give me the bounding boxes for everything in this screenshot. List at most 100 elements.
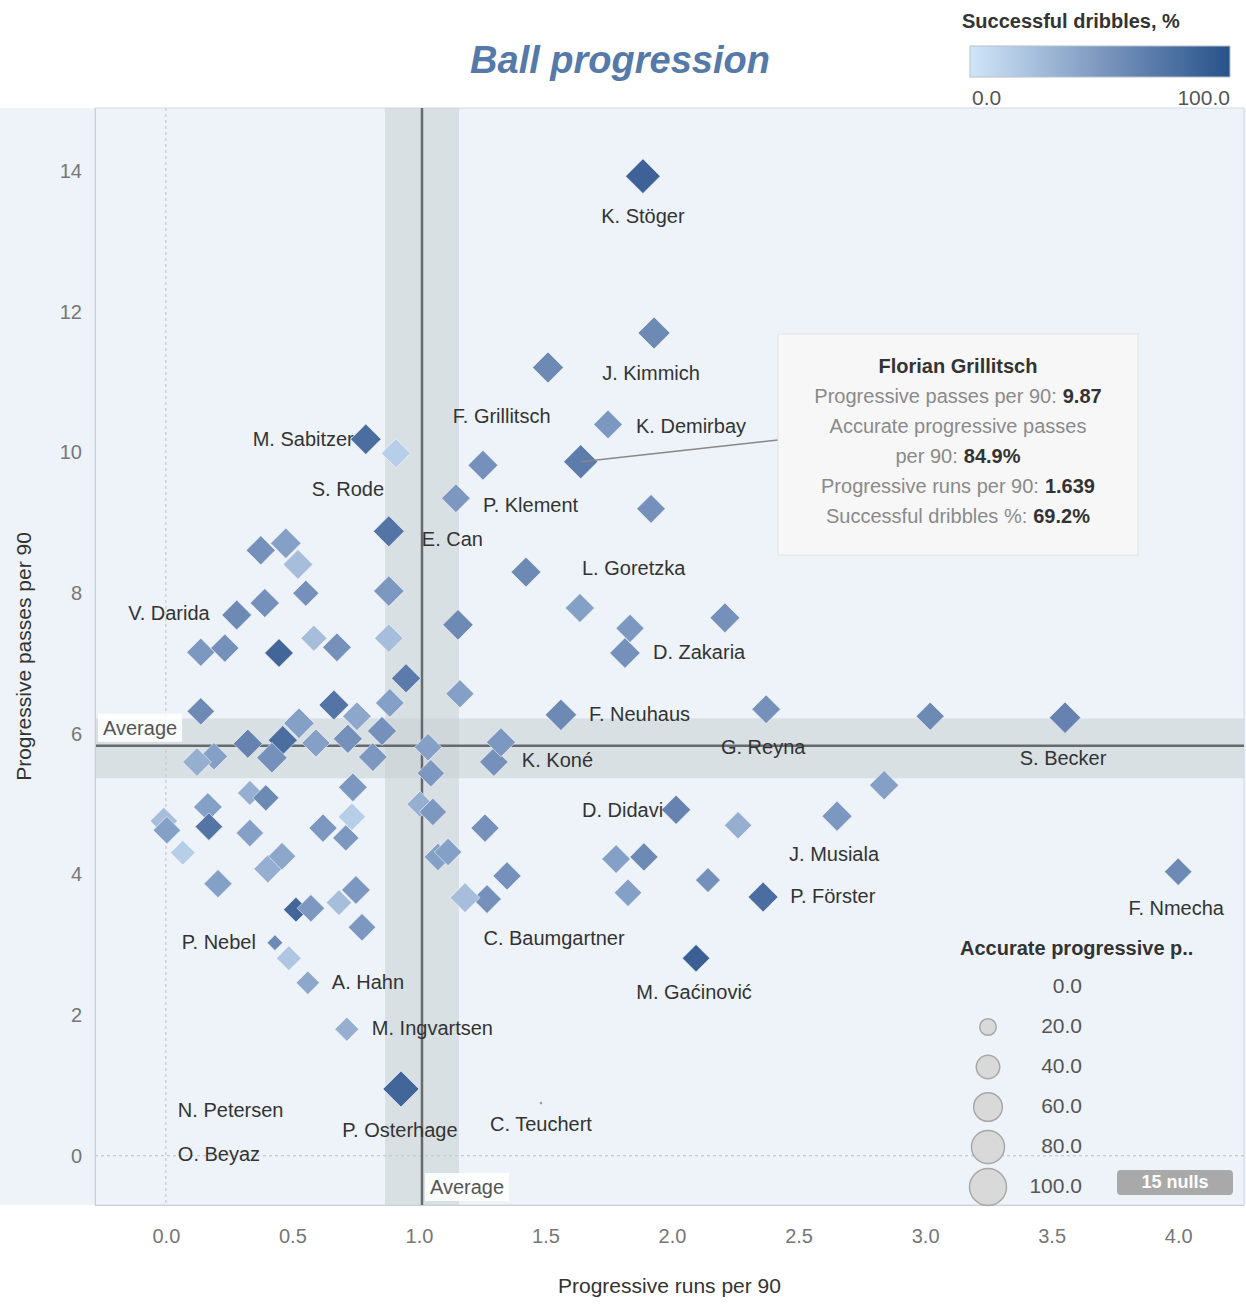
point-label: O. Beyaz [178, 1143, 260, 1165]
size-legend-label: 60.0 [1041, 1094, 1082, 1117]
nulls-indicator: 15 nulls [1117, 1170, 1233, 1195]
point [637, 494, 666, 523]
x-tick: 1.5 [532, 1205, 560, 1247]
point [359, 743, 388, 772]
point-label: C. Baumgartner [483, 927, 625, 949]
x-tick-label: 3.5 [1038, 1225, 1066, 1247]
size-legend-label: 80.0 [1041, 1134, 1082, 1157]
x-tick: 2.0 [659, 1205, 687, 1247]
point-label: N. Petersen [178, 1099, 284, 1121]
x-tick: 1.0 [406, 1205, 434, 1247]
tooltip-row-label: Accurate progressive passes [830, 415, 1087, 437]
size-legend-symbol [974, 1093, 1003, 1122]
point [373, 516, 404, 547]
size-legend-symbol [980, 1019, 997, 1036]
point [236, 819, 263, 846]
y-tick: 6 [71, 723, 95, 745]
point-label: S. Becker [1020, 747, 1107, 769]
point-label: D. Didavi [582, 799, 663, 821]
y-tick-label: 14 [60, 160, 82, 182]
point-label: P. Nebel [182, 931, 256, 953]
point [610, 638, 641, 669]
point [602, 845, 631, 874]
color-legend-label: 0.0 [972, 86, 1001, 109]
tooltip-connector [581, 440, 778, 462]
point-label: M. Gaćinović [636, 981, 752, 1003]
point [293, 580, 319, 606]
y-axis-line [95, 109, 96, 1206]
point [195, 813, 222, 840]
point [170, 840, 195, 865]
y-tick: 2 [71, 1004, 95, 1026]
point [391, 664, 420, 693]
point-label: L. Goretzka [582, 557, 686, 579]
point [187, 638, 215, 666]
size-legend-label: 100.0 [1029, 1174, 1082, 1197]
point [594, 410, 623, 439]
plot-frame [95, 108, 1244, 1205]
point [419, 798, 446, 825]
point-label: K. Demirbay [636, 415, 746, 437]
x-tick-label: 2.0 [659, 1225, 687, 1247]
point [630, 843, 658, 871]
x-axis: 0.00.51.01.52.02.53.03.54.0 [96, 1205, 1245, 1247]
tooltip-row-value: 9.87 [1063, 385, 1102, 407]
nulls-badge [1117, 1170, 1233, 1195]
x-tick-label: 1.5 [532, 1225, 560, 1247]
average-label-text: Average [103, 717, 177, 739]
average-band-x [385, 108, 459, 1205]
point-label: G. Reyna [721, 736, 806, 758]
point [348, 914, 375, 941]
point [870, 771, 899, 800]
average-line-x [421, 108, 424, 1205]
point [545, 699, 576, 730]
point-label: S. Rode [312, 478, 384, 500]
point [916, 702, 944, 730]
point [267, 935, 283, 951]
point [333, 724, 362, 753]
average-label-bg [425, 1173, 509, 1201]
tooltip-title: Florian Grillitsch [879, 355, 1038, 377]
size-legend-symbol [971, 1130, 1004, 1163]
point-label: M. Ingvartsen [372, 1017, 493, 1039]
point [302, 729, 330, 757]
point [565, 593, 594, 622]
tooltip-row-value: 84.9% [964, 445, 1021, 467]
point-label: F. Nmecha [1128, 897, 1224, 919]
point [222, 600, 252, 630]
average-label-text: Average [430, 1176, 504, 1198]
tooltip-box [778, 334, 1138, 555]
point [493, 862, 521, 890]
x-tick: 3.5 [1038, 1205, 1066, 1247]
point-label: J. Musiala [789, 843, 880, 865]
y-tick: 14 [60, 160, 95, 182]
point [822, 801, 852, 831]
point [367, 716, 396, 745]
x-tick: 3.0 [912, 1205, 940, 1247]
x-axis-line [96, 1205, 1245, 1206]
zero-line-x [165, 108, 166, 1205]
point [246, 536, 275, 565]
x-tick: 4.0 [1165, 1205, 1193, 1247]
y-tick-label: 12 [60, 301, 82, 323]
point [471, 814, 499, 842]
point [468, 450, 498, 480]
y-tick: 0 [71, 1145, 95, 1167]
tooltip-row-label: per 90: [896, 445, 958, 467]
point [1164, 858, 1191, 885]
chart-svg: K. StögerJ. KimmichF. GrillitschK. Demir… [0, 0, 1246, 1316]
point [696, 868, 721, 893]
point-label: F. Grillitsch [453, 405, 551, 427]
point [375, 624, 404, 653]
x-tick: 2.5 [785, 1205, 813, 1247]
point-label: V. Darida [128, 602, 210, 624]
point [333, 825, 359, 851]
point-label: D. Zakaria [653, 641, 746, 663]
point-label: F. Neuhaus [589, 703, 690, 725]
point [539, 1101, 543, 1105]
points [150, 159, 1192, 1156]
chart-container: K. StögerJ. KimmichF. GrillitschK. Demir… [0, 0, 1246, 1316]
y-tick: 12 [60, 301, 95, 323]
point [682, 944, 709, 971]
color-legend-title: Successful dribbles, % [962, 10, 1180, 32]
